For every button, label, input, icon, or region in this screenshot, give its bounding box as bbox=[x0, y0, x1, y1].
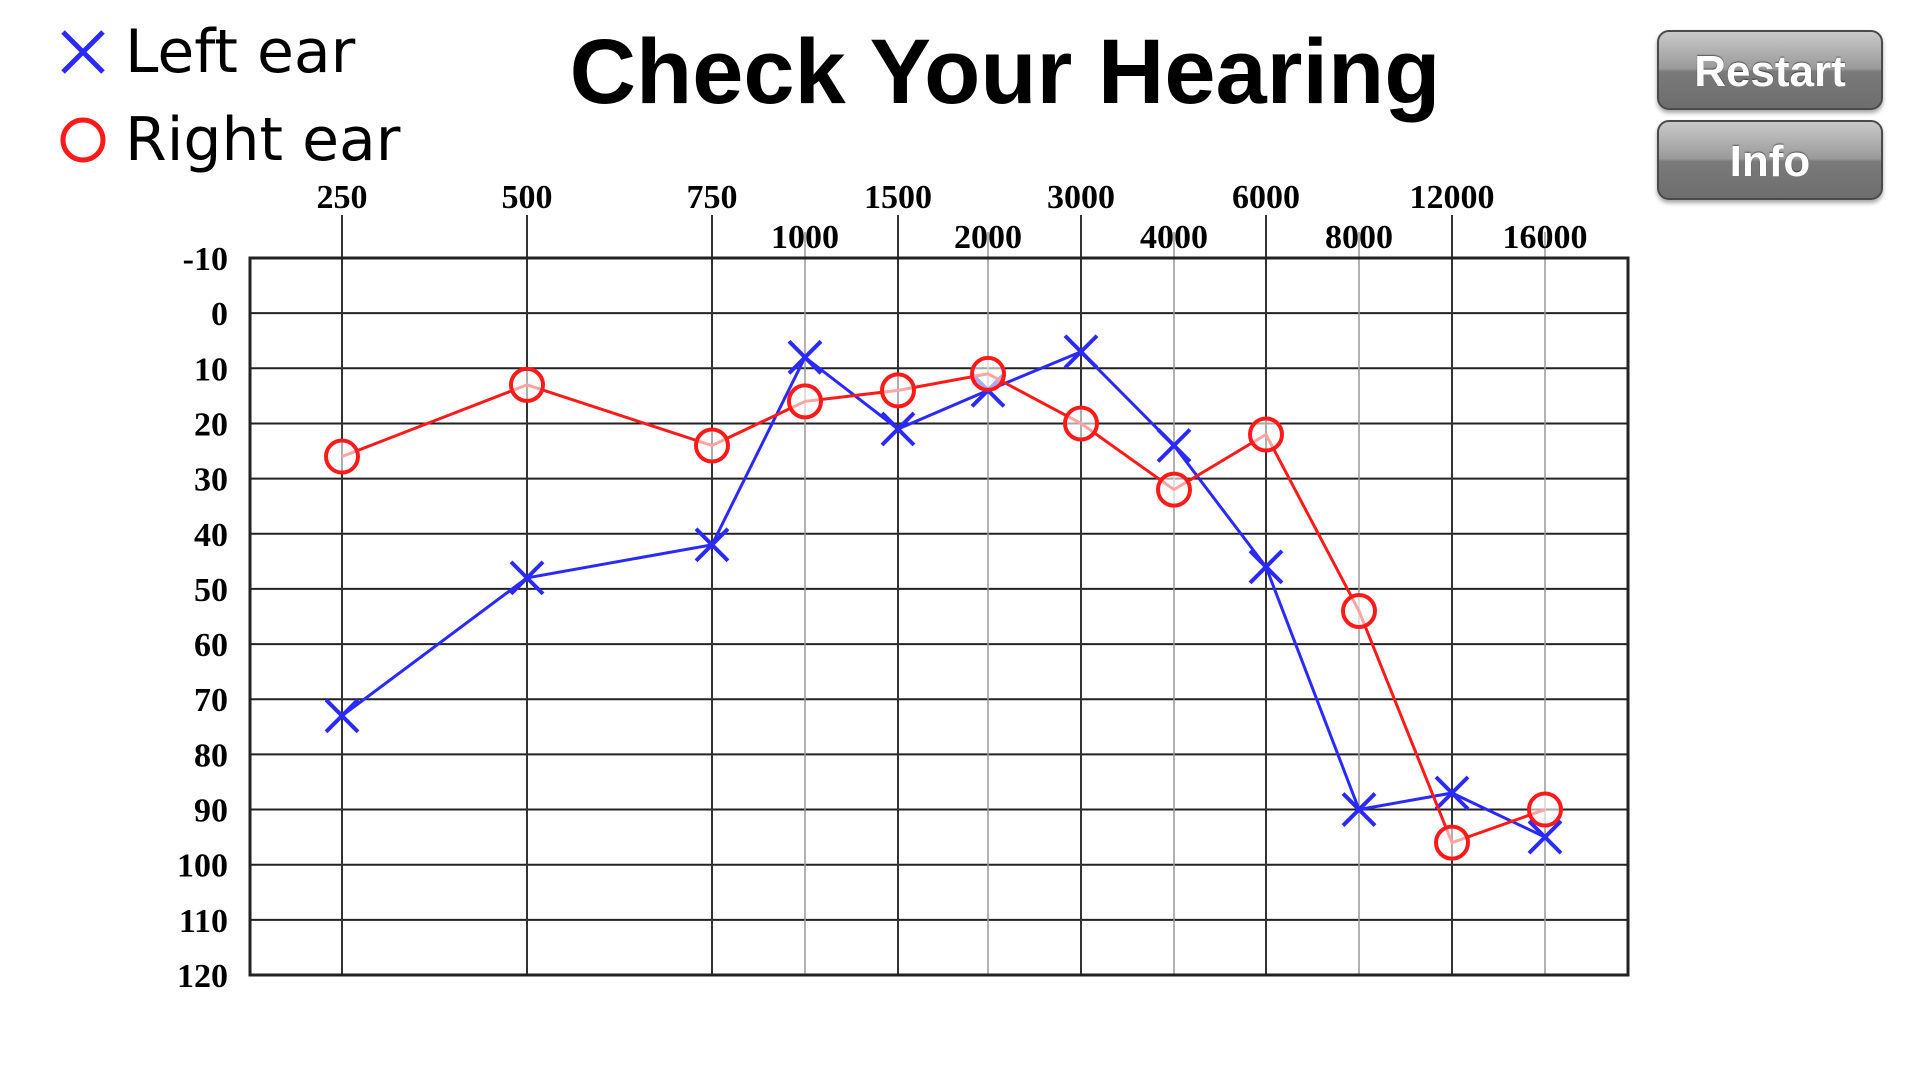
x-tick-label: 2000 bbox=[954, 219, 1022, 256]
y-tick-label: 20 bbox=[194, 406, 228, 443]
y-tick-label: 70 bbox=[194, 682, 228, 719]
data-point-left-ear bbox=[694, 527, 730, 563]
data-point-left-ear bbox=[1434, 775, 1470, 811]
page-title: Check Your Hearing bbox=[569, 21, 1441, 123]
data-point-left-ear bbox=[1341, 792, 1377, 827]
x-tick-label: 12000 bbox=[1410, 179, 1495, 216]
y-tick-label: -10 bbox=[183, 241, 228, 278]
circle-marker-icon bbox=[60, 117, 106, 163]
series-line-left-ear bbox=[341, 349, 1546, 839]
data-point-left-ear bbox=[1063, 334, 1099, 370]
legend-label-right-ear: Right ear bbox=[125, 105, 401, 175]
x-tick-label: 4000 bbox=[1140, 219, 1208, 256]
data-point-left-ear bbox=[324, 698, 360, 734]
data-point-right-ear bbox=[1341, 592, 1377, 629]
plot-frame bbox=[248, 256, 1630, 977]
y-tick-label: 90 bbox=[194, 793, 228, 830]
chart-legend: Left ear Right ear bbox=[55, 8, 400, 184]
data-point-right-ear bbox=[1248, 416, 1284, 453]
x-tick-label: 1500 bbox=[864, 179, 932, 216]
data-point-right-ear bbox=[1063, 405, 1099, 442]
x-tick-label: 1000 bbox=[771, 219, 839, 256]
data-point-right-ear bbox=[694, 427, 730, 464]
y-tick-label: 50 bbox=[194, 572, 228, 609]
data-point-right-ear bbox=[787, 383, 823, 420]
data-point-right-ear bbox=[324, 438, 360, 475]
x-tick-label: 8000 bbox=[1325, 219, 1393, 256]
x-marker-icon bbox=[61, 30, 105, 74]
x-tick-label: 500 bbox=[502, 179, 553, 216]
data-point-right-ear bbox=[970, 355, 1006, 392]
data-point-right-ear bbox=[1434, 824, 1470, 861]
data-point-left-ear bbox=[1248, 549, 1284, 585]
y-tick-label: 40 bbox=[194, 517, 228, 554]
data-point-right-ear bbox=[509, 366, 545, 403]
data-point-left-ear bbox=[880, 411, 916, 447]
x-tick-label: 750 bbox=[687, 179, 738, 216]
y-tick-label: 10 bbox=[194, 351, 228, 388]
y-tick-label: 30 bbox=[194, 462, 228, 499]
legend-label-left-ear: Left ear bbox=[125, 17, 356, 87]
y-tick-label: 100 bbox=[177, 848, 228, 885]
y-tick-label: 120 bbox=[177, 958, 228, 995]
series-line-right-ear bbox=[341, 372, 1546, 845]
x-tick-label: 3000 bbox=[1047, 179, 1115, 216]
legend-item-right-ear: Right ear bbox=[55, 96, 400, 184]
data-point-right-ear bbox=[880, 372, 916, 409]
data-point-right-ear bbox=[1527, 791, 1563, 828]
data-point-left-ear bbox=[509, 560, 545, 596]
y-tick-label: 110 bbox=[179, 903, 228, 940]
data-point-left-ear bbox=[1527, 819, 1563, 855]
data-point-left-ear bbox=[787, 339, 823, 375]
y-tick-label: 80 bbox=[194, 737, 228, 774]
restart-button[interactable]: Restart bbox=[1657, 30, 1883, 110]
x-tick-label: 16000 bbox=[1503, 219, 1588, 256]
data-point-right-ear bbox=[1156, 471, 1192, 508]
y-tick-label: 0 bbox=[211, 296, 228, 333]
x-tick-label: 250 bbox=[317, 179, 368, 216]
legend-item-left-ear: Left ear bbox=[55, 8, 400, 96]
y-tick-label: 60 bbox=[194, 627, 228, 664]
info-button[interactable]: Info bbox=[1657, 120, 1883, 200]
x-tick-label: 6000 bbox=[1232, 179, 1300, 216]
data-point-left-ear bbox=[1156, 428, 1192, 463]
